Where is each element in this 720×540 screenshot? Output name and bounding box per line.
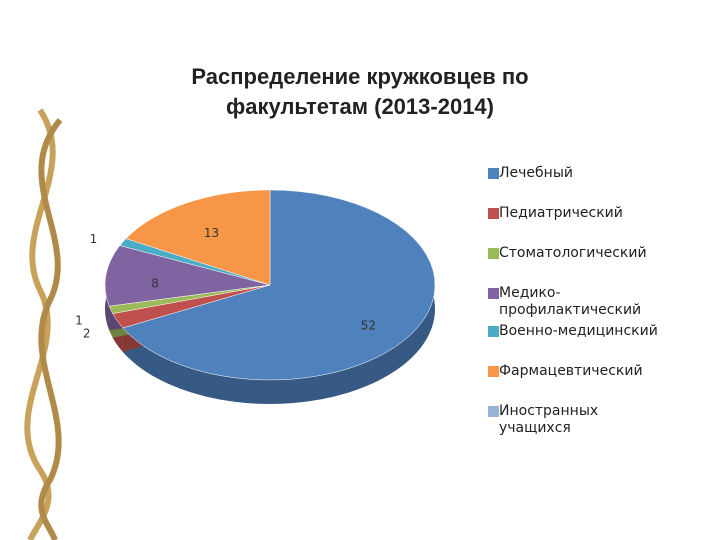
legend-label: Стоматологический (499, 245, 647, 261)
legend-item: Лечебный (488, 165, 674, 182)
slice (122, 189, 436, 381)
legend-item: Педиатрический (488, 205, 674, 222)
legend-swatch (488, 248, 499, 259)
data-label: 2 (83, 327, 91, 341)
legend-swatch (488, 208, 499, 219)
data-label: 13 (204, 226, 219, 240)
legend-label: Педиатрический (499, 205, 623, 221)
legend-swatch (488, 406, 499, 417)
chart-title: Распределение кружковцев по факультетам … (191, 64, 529, 119)
dna-decoration (24, 108, 63, 540)
data-label: 1 (90, 232, 98, 246)
slice (125, 189, 271, 286)
legend-label: Лечебный (499, 165, 573, 181)
legend-item: Фармацевтический (488, 363, 674, 380)
legend-label: Иностранных учащихся (499, 403, 599, 436)
legend-item: Иностранных учащихся (488, 403, 674, 437)
helix-strand (24, 108, 56, 540)
data-label: 8 (151, 277, 159, 291)
legend-item: Стоматологический (488, 245, 674, 262)
data-label: 52 (361, 318, 376, 332)
legend-item: Военно-медицинский (488, 323, 674, 340)
legend-swatch (488, 168, 499, 179)
slice (104, 245, 271, 307)
legend-label: Фармацевтический (499, 363, 643, 379)
data-label: 1 (75, 313, 83, 327)
legend-label: Военно-медицинский (499, 323, 658, 339)
legend-swatch (488, 326, 499, 337)
legend-item: Медико-профилактический (488, 285, 674, 319)
legend-swatch (488, 288, 499, 299)
legend-label: Медико-профилактический (499, 285, 642, 318)
legend-swatch (488, 366, 499, 377)
helix-strand (38, 118, 63, 540)
